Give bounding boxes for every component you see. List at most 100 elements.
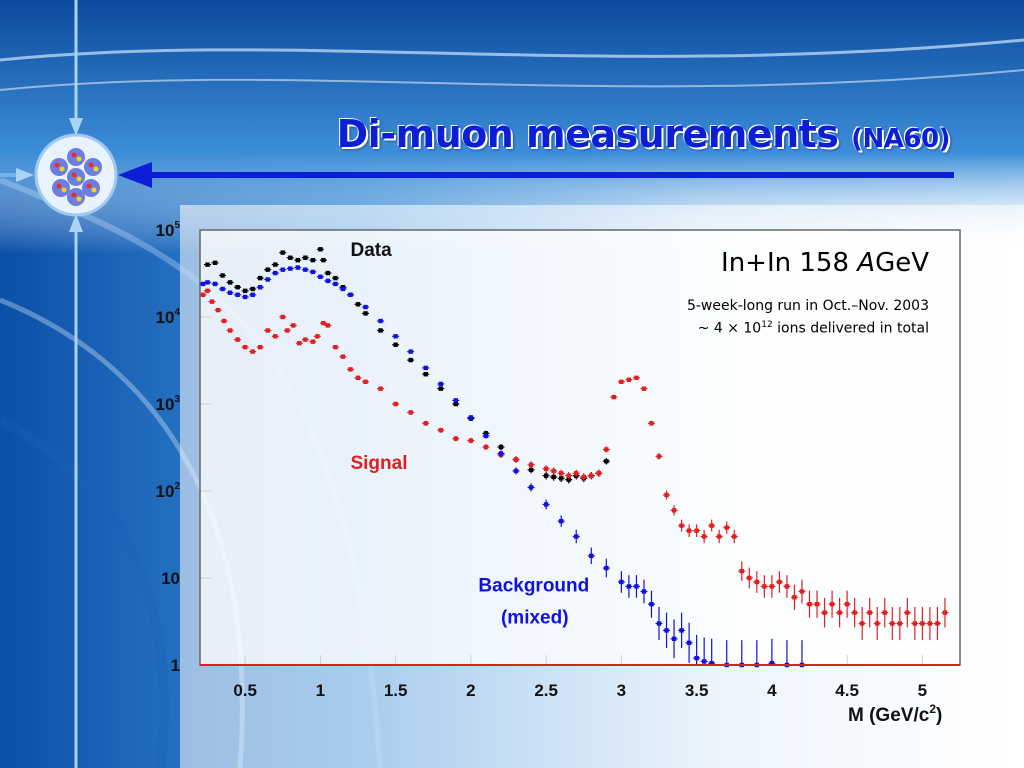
data-annotation: Data <box>350 240 392 261</box>
signal-point <box>859 621 865 626</box>
signal-point <box>890 621 895 626</box>
signal-point <box>649 421 654 426</box>
signal-point <box>882 610 887 615</box>
signal-point <box>762 584 767 589</box>
data-point <box>355 302 361 307</box>
signal-point <box>315 334 320 339</box>
signal-point <box>227 328 233 333</box>
y-tick-label: 1 <box>171 656 180 675</box>
signal-point <box>596 471 602 476</box>
signal-point <box>423 421 428 426</box>
background-point <box>363 304 368 310</box>
signal-point <box>558 471 564 476</box>
data-point <box>250 286 255 292</box>
data-point <box>528 467 534 473</box>
x-tick-label: 2 <box>466 681 475 700</box>
background-point <box>333 281 338 287</box>
data-point <box>498 444 504 450</box>
background-point <box>423 365 428 371</box>
background-point <box>701 659 707 664</box>
signal-point <box>814 601 820 607</box>
signal-point <box>724 525 729 530</box>
signal-annotation: Signal <box>350 453 407 474</box>
signal-point <box>792 595 797 600</box>
background-point <box>769 660 775 666</box>
data-point <box>558 476 564 481</box>
background-point <box>574 534 579 539</box>
signal-point <box>905 610 910 615</box>
signal-point <box>701 534 707 539</box>
x-tick-label: 5 <box>918 681 927 700</box>
background-point <box>664 628 669 633</box>
data-point <box>273 262 278 267</box>
signal-point <box>513 457 519 462</box>
signal-point <box>438 427 443 433</box>
signal-point <box>694 528 699 533</box>
y-tick-label: 10 <box>161 569 180 588</box>
signal-point <box>769 584 775 589</box>
signal-point <box>634 375 639 381</box>
data-point <box>453 401 459 407</box>
signal-point <box>852 610 857 615</box>
data-point <box>543 473 549 478</box>
signal-point <box>754 579 760 585</box>
signal-point <box>221 318 227 324</box>
background-point <box>378 318 383 324</box>
signal-point <box>942 610 948 615</box>
background-point <box>242 294 248 300</box>
background-point <box>250 292 255 297</box>
signal-point <box>574 471 579 476</box>
background-point <box>235 292 240 297</box>
signal-point <box>671 508 677 513</box>
signal-point <box>867 610 872 615</box>
x-tick-label: 3.5 <box>685 681 709 700</box>
signal-point <box>679 523 684 528</box>
signal-point <box>626 377 632 382</box>
signal-point <box>611 394 617 400</box>
signal-point <box>784 584 790 589</box>
data-point <box>303 255 308 260</box>
data-point <box>438 386 443 391</box>
background-point <box>649 601 654 607</box>
background-point <box>340 286 346 292</box>
signal-point <box>363 379 368 384</box>
signal-point <box>333 344 338 350</box>
signal-point <box>209 299 215 304</box>
data-point <box>325 270 331 276</box>
signal-point <box>912 621 918 626</box>
collision-system-label: In+In 158 AGeV <box>721 248 929 278</box>
signal-point <box>732 534 737 539</box>
background-point <box>656 621 662 626</box>
signal-point <box>799 589 805 594</box>
background-point <box>709 660 714 666</box>
signal-point <box>543 466 549 471</box>
signal-point <box>897 621 903 626</box>
signal-point <box>348 367 353 372</box>
x-tick-label: 3 <box>617 681 626 700</box>
data-point <box>321 257 326 263</box>
signal-point <box>837 610 842 615</box>
background-series <box>199 265 806 668</box>
background-point <box>558 518 564 524</box>
data-point <box>265 267 270 272</box>
signal-point <box>340 354 346 359</box>
background-point <box>483 433 489 439</box>
signal-point <box>378 386 383 391</box>
signal-point <box>528 462 534 468</box>
signal-series <box>199 288 949 641</box>
background-point <box>295 265 301 270</box>
background-point <box>265 277 270 282</box>
data-point <box>604 459 609 464</box>
data-point <box>280 250 285 255</box>
data-point <box>408 357 413 363</box>
signal-point <box>566 473 571 478</box>
data-point <box>235 285 240 290</box>
background-point <box>280 267 285 272</box>
data-point <box>363 311 368 316</box>
signal-point <box>303 337 308 342</box>
data-point <box>310 257 316 263</box>
signal-point <box>291 323 296 328</box>
y-tick-label: 102 <box>156 481 181 501</box>
x-tick-label: 4.5 <box>835 681 859 700</box>
background-point <box>468 415 474 420</box>
